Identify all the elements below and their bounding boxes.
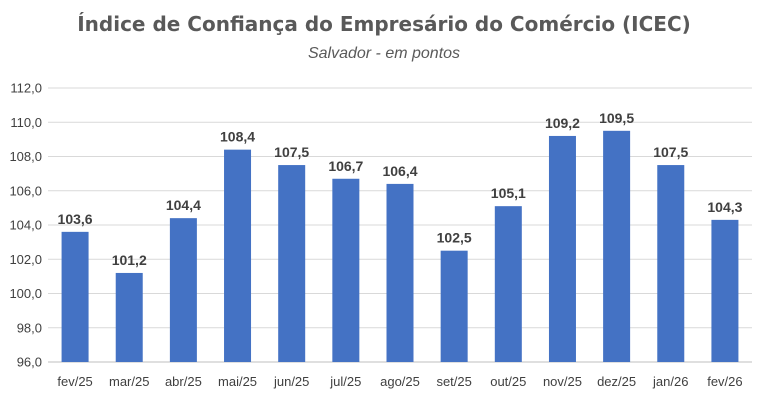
- data-label: 106,7: [328, 158, 363, 174]
- x-tick-label: out/25: [490, 374, 526, 389]
- bar: [440, 250, 468, 362]
- bar: [169, 218, 197, 362]
- bar: [115, 272, 143, 362]
- data-label: 103,6: [58, 211, 93, 227]
- bar: [711, 219, 739, 362]
- data-label: 101,2: [112, 252, 147, 268]
- data-label: 104,4: [166, 197, 201, 213]
- chart-subtitle: Salvador - em pontos: [307, 45, 461, 62]
- data-label: 104,3: [707, 199, 742, 215]
- bar: [657, 165, 685, 362]
- x-tick-label: fev/26: [707, 374, 742, 389]
- x-tick-label: dez/25: [597, 374, 636, 389]
- data-label: 105,1: [491, 185, 526, 201]
- data-label: 108,4: [220, 129, 255, 145]
- data-label: 102,5: [437, 230, 472, 246]
- x-tick-label: fev/25: [57, 374, 92, 389]
- y-tick-label: 104,0: [9, 218, 42, 233]
- bar: [224, 149, 252, 362]
- y-tick-label: 102,0: [9, 252, 42, 267]
- x-tick-label: abr/25: [165, 374, 202, 389]
- x-tick-label: jul/25: [329, 374, 361, 389]
- x-tick-label: nov/25: [543, 374, 582, 389]
- bar: [603, 130, 631, 362]
- bar: [494, 206, 522, 362]
- chart-title: Índice de Confiança do Empresário do Com…: [77, 12, 691, 36]
- data-label: 107,5: [274, 144, 309, 160]
- bar: [548, 135, 576, 362]
- data-label: 109,2: [545, 115, 580, 131]
- y-tick-label: 96,0: [17, 355, 42, 370]
- x-tick-label: mar/25: [109, 374, 149, 389]
- x-tick-label: jan/26: [652, 374, 688, 389]
- bar: [278, 165, 306, 362]
- y-tick-label: 112,0: [10, 81, 42, 96]
- bar: [386, 183, 414, 362]
- bar: [61, 231, 89, 362]
- data-label: 106,4: [382, 163, 417, 179]
- y-tick-label: 108,0: [9, 149, 42, 164]
- y-tick-label: 100,0: [9, 286, 42, 301]
- x-tick-label: mai/25: [218, 374, 257, 389]
- data-label: 109,5: [599, 110, 634, 126]
- y-tick-label: 110,0: [10, 115, 42, 130]
- y-tick-label: 106,0: [9, 183, 42, 198]
- y-tick-label: 98,0: [17, 320, 42, 335]
- data-label: 107,5: [653, 144, 688, 160]
- x-tick-label: set/25: [436, 374, 471, 389]
- x-tick-label: jun/25: [273, 374, 309, 389]
- bar: [332, 178, 360, 362]
- x-tick-label: ago/25: [380, 374, 420, 389]
